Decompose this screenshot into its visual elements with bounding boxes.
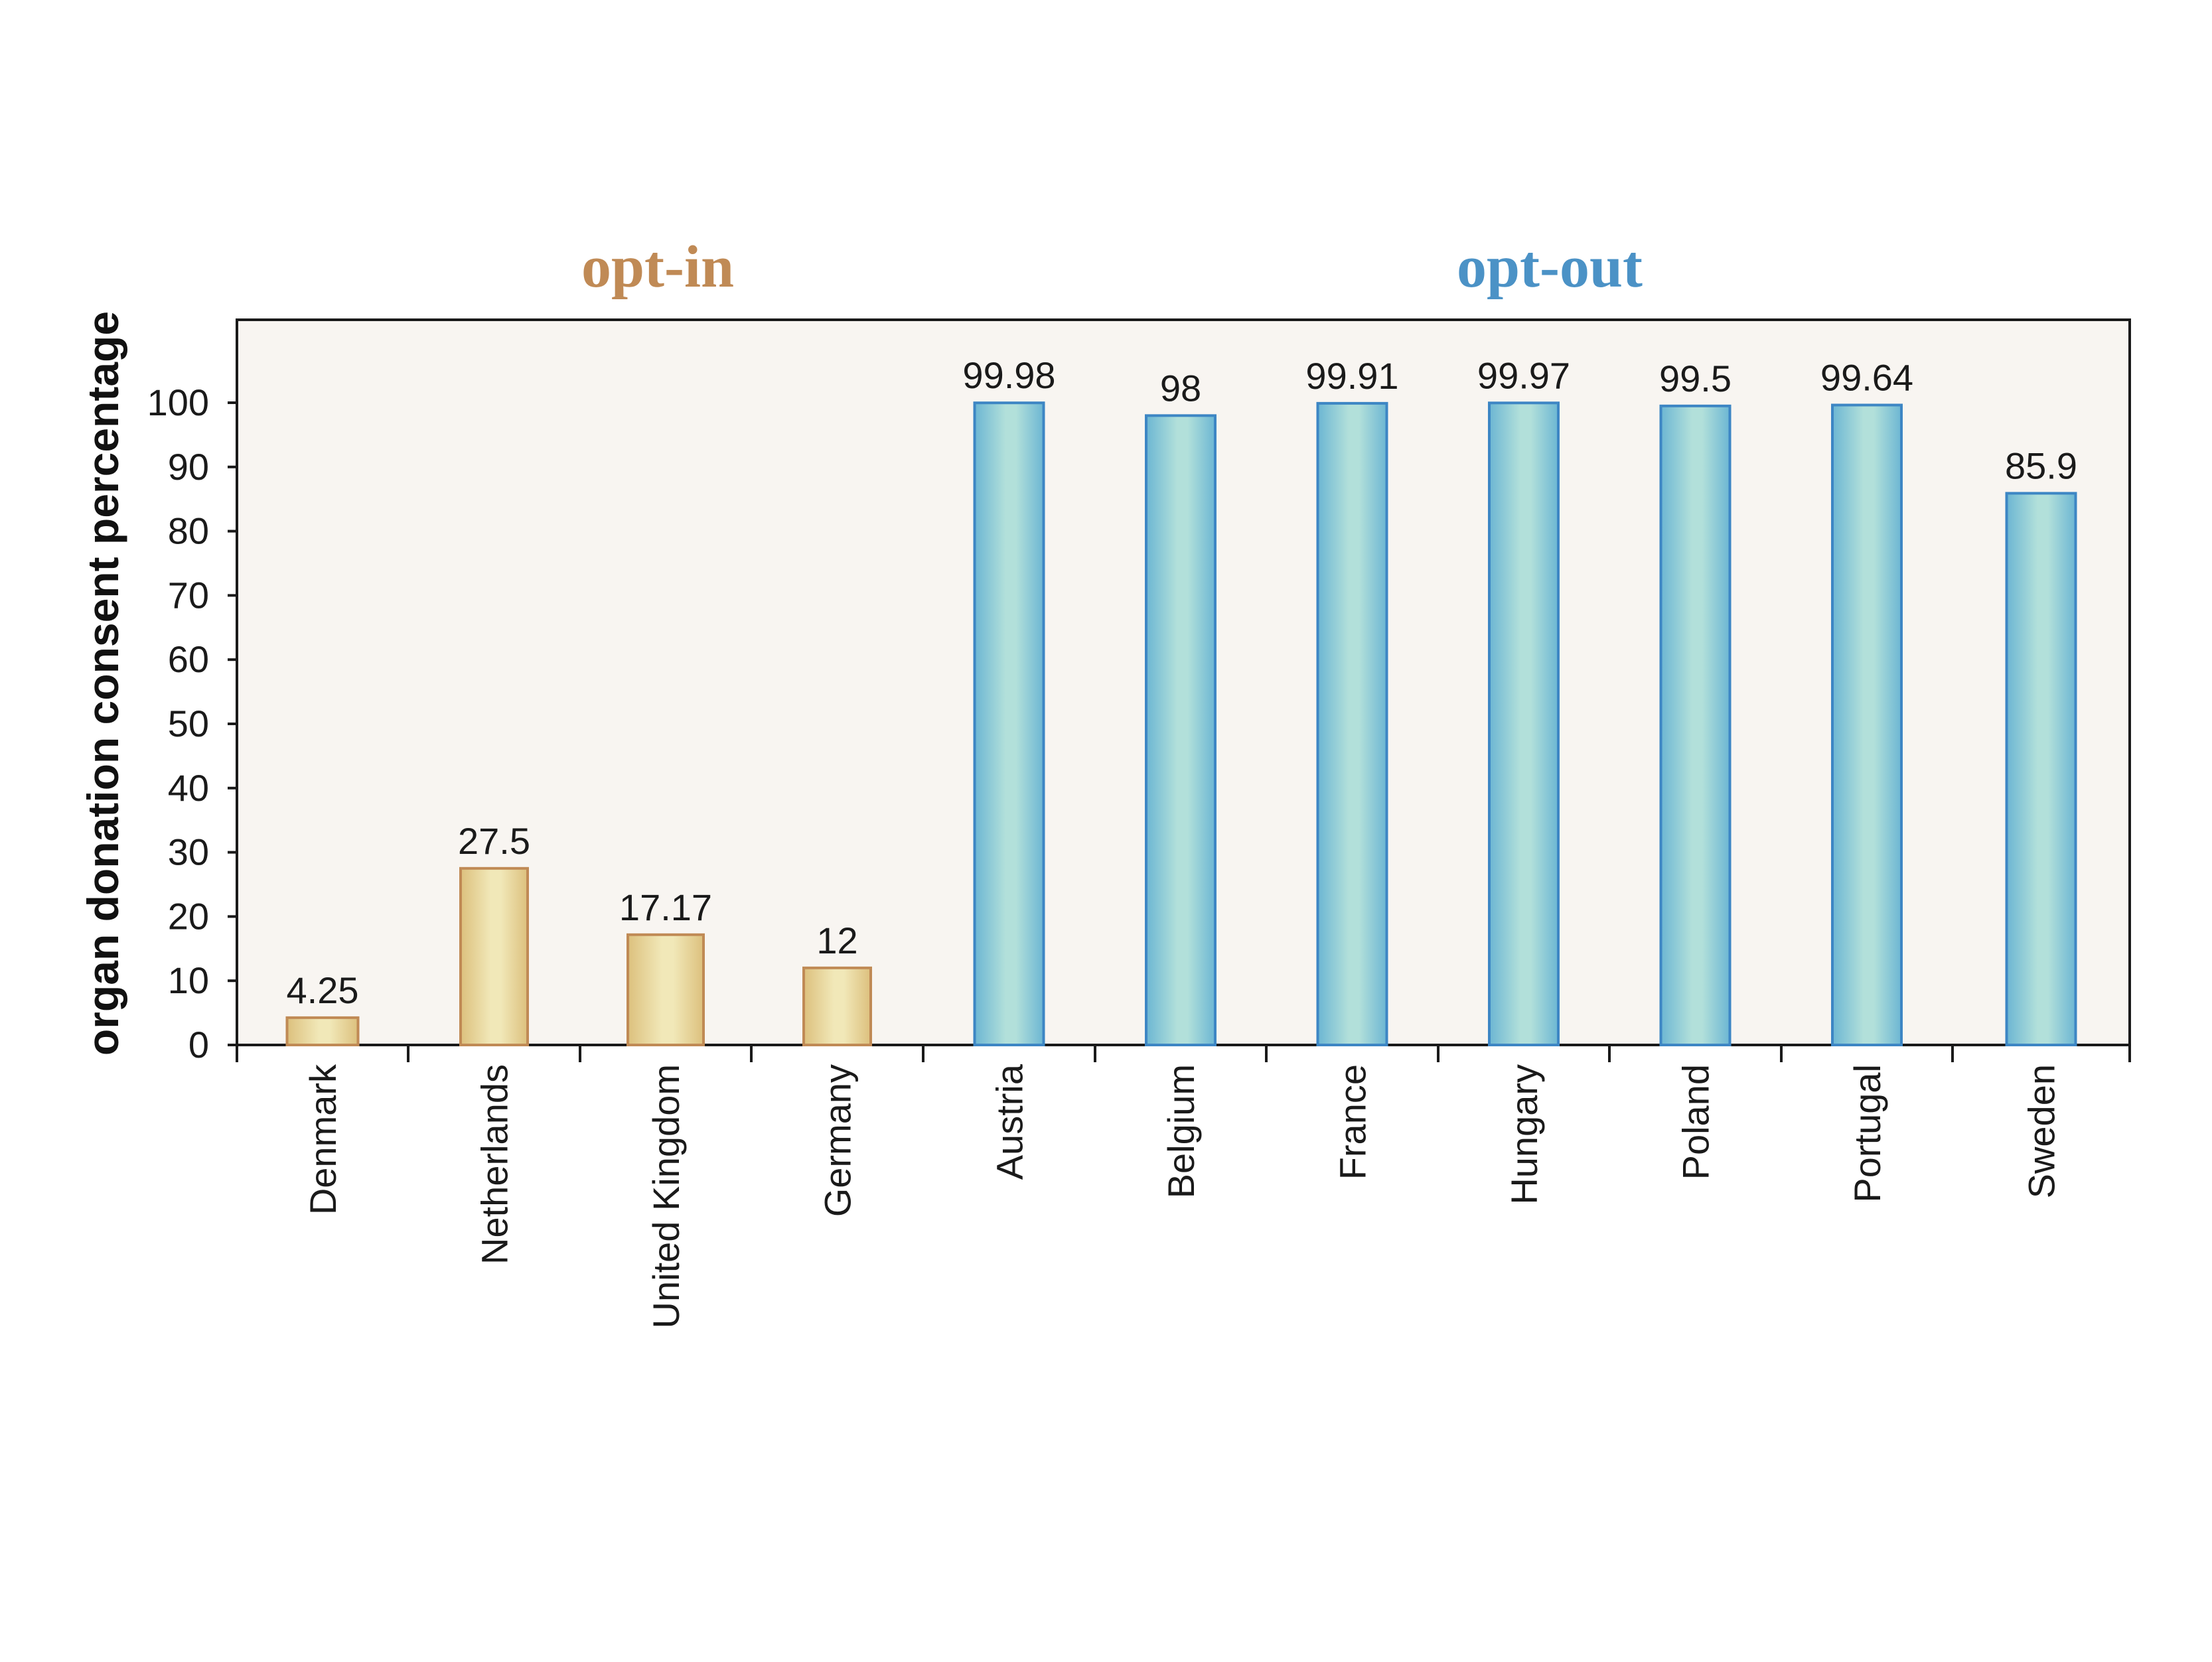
x-tick-label: Hungary — [1503, 1064, 1545, 1205]
bar-belgium — [1145, 414, 1217, 1046]
bar-value-label: 27.5 — [458, 820, 530, 862]
bar-value-label: 4.25 — [287, 969, 359, 1011]
x-tick-label: United Kingdom — [645, 1064, 687, 1328]
x-tick-label: Germany — [817, 1064, 859, 1217]
x-tick-label: Poland — [1675, 1064, 1717, 1180]
bar-hungary — [1488, 401, 1560, 1046]
y-tick-label: 50 — [168, 703, 209, 744]
y-tick-label: 20 — [168, 895, 209, 937]
group-label-opt-in: opt-in — [581, 234, 734, 300]
bar-austria — [973, 401, 1045, 1046]
y-axis-label: organ donation consent percentage — [78, 311, 127, 1056]
bar-value-label: 98 — [1160, 367, 1201, 409]
bar-denmark — [285, 1016, 360, 1046]
x-tick-label: France — [1332, 1064, 1374, 1180]
bar-france — [1316, 401, 1388, 1046]
x-tick-label: Sweden — [2021, 1064, 2063, 1198]
y-tick-label: 60 — [168, 638, 209, 680]
x-tick-label: Belgium — [1160, 1064, 1202, 1198]
bar-sweden — [2005, 492, 2077, 1046]
bar-netherlands — [459, 866, 529, 1047]
bar-value-label: 85.9 — [2005, 445, 2077, 486]
x-tick-label: Portugal — [1846, 1064, 1888, 1203]
bar-value-label: 12 — [816, 920, 857, 961]
x-axis: Denmark Netherlands United Kingdom Germany A… — [236, 1045, 2131, 1328]
bars: 4.25 27.5 17.17 12 99.98 98 99.91 99.97 99.5 99.6… — [285, 354, 2077, 1047]
y-tick-label: 80 — [168, 510, 209, 552]
bar-poland — [1659, 404, 1732, 1046]
y-tick-label: 70 — [168, 574, 209, 616]
bar-value-label: 99.97 — [1477, 354, 1570, 396]
group-label-opt-out: opt-out — [1457, 234, 1643, 300]
y-tick-label: 100 — [147, 381, 209, 423]
y-tick-label: 10 — [168, 959, 209, 1001]
x-tick-label: Austria — [989, 1064, 1031, 1180]
y-tick-label: 40 — [168, 767, 209, 809]
bar-value-label: 99.5 — [1659, 358, 1732, 399]
bar-united-kingdom — [627, 933, 705, 1047]
x-tick-label: Denmark — [302, 1064, 344, 1215]
y-axis: 0 10 20 30 40 50 60 70 80 90 100 — [147, 381, 237, 1066]
bar-germany — [802, 966, 872, 1046]
y-tick-label: 0 — [188, 1024, 209, 1066]
bar-value-label: 99.64 — [1820, 356, 1913, 398]
bar-value-label: 17.17 — [619, 886, 712, 928]
group-labels: opt-in opt-out — [581, 234, 1643, 300]
y-tick-label: 90 — [168, 446, 209, 488]
bar-portugal — [1831, 403, 1903, 1046]
bar-value-label: 99.98 — [962, 354, 1055, 396]
x-tick-label: Netherlands — [474, 1064, 516, 1265]
bar-value-label: 99.91 — [1305, 355, 1398, 397]
y-tick-label: 30 — [168, 831, 209, 873]
